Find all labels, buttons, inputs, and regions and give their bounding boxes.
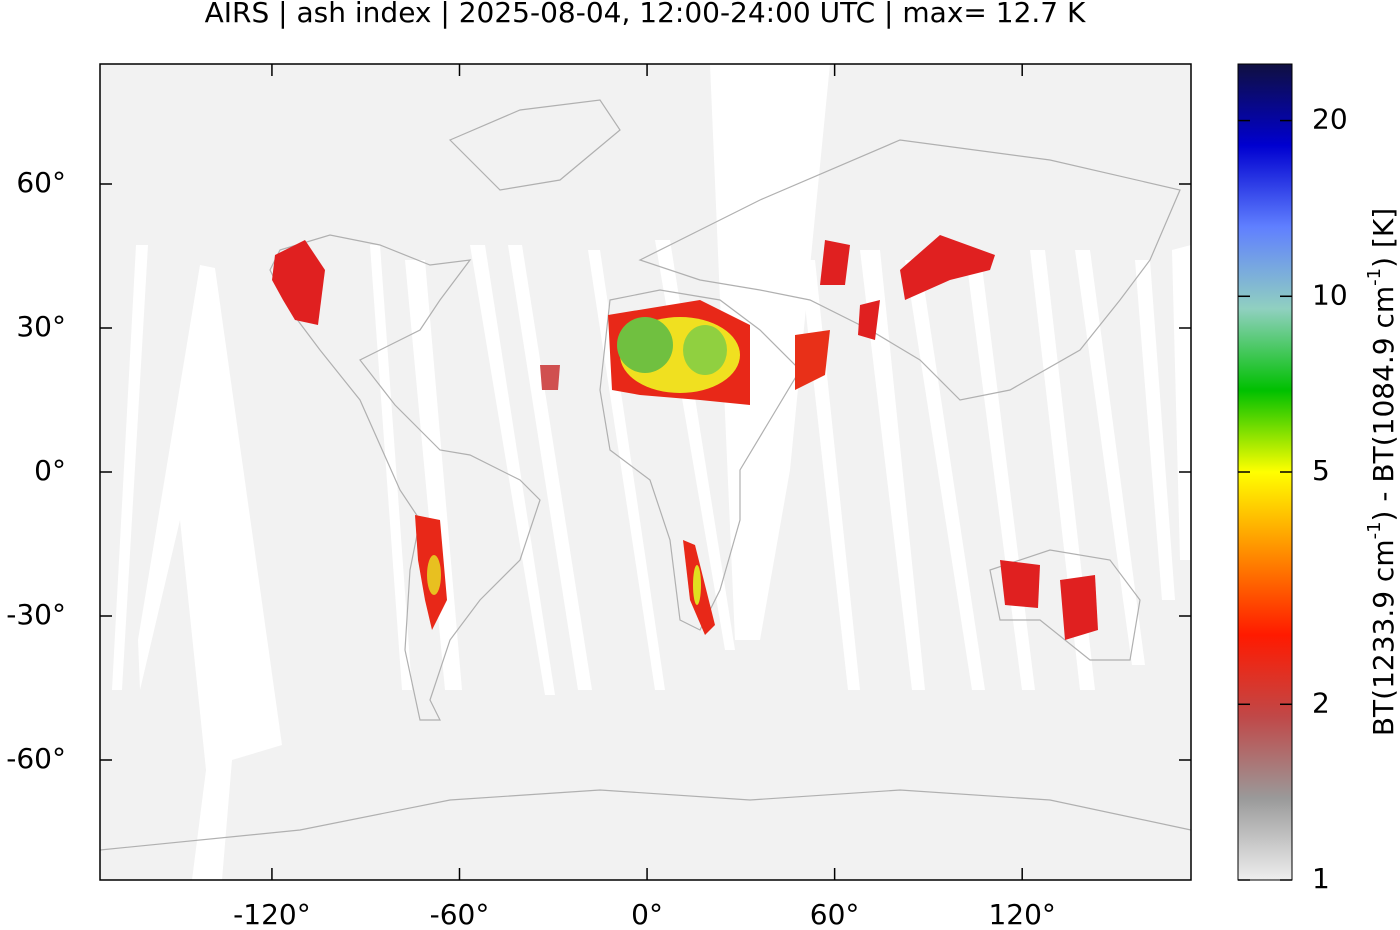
y-tick-label: 0° (34, 454, 66, 487)
label-text: ) - BT(1084.9 cm (1367, 286, 1400, 522)
map-background (100, 64, 1191, 880)
y-tick-label: 30° (16, 310, 66, 343)
ash-signal (272, 235, 1098, 640)
x-tick-label: 120° (988, 898, 1055, 930)
label-superscript: -1 (1364, 268, 1385, 286)
colorbar-tick-label: 2 (1312, 686, 1330, 719)
y-tick-label: -30° (6, 598, 66, 631)
label-superscript: -1 (1364, 521, 1385, 539)
chart-title: AIRS | ash index | 2025-08-04, 12:00-24:… (205, 0, 1086, 29)
colorbar-tick-label: 5 (1312, 454, 1330, 487)
colorbar-tick-label: 1 (1312, 862, 1330, 895)
colorbar-tick-label: 20 (1312, 103, 1348, 136)
label-text: BT(1233.9 cm (1367, 539, 1400, 736)
y-tick-label: -60° (6, 742, 66, 775)
map-area (100, 64, 1191, 880)
coastlines (100, 99, 1191, 851)
x-tick-label: 0° (631, 898, 663, 930)
colorbar-tick-label: 10 (1312, 278, 1348, 311)
x-tick-label: 60° (810, 898, 860, 930)
label-text: ) [K] (1367, 208, 1400, 268)
y-tick-label: 60° (16, 166, 66, 199)
x-tick-label: -120° (233, 898, 311, 930)
colorbar-label: BT(1233.9 cm-1) - BT(1084.9 cm-1) [K] (1364, 208, 1400, 736)
x-tick-label: -60° (430, 898, 490, 930)
